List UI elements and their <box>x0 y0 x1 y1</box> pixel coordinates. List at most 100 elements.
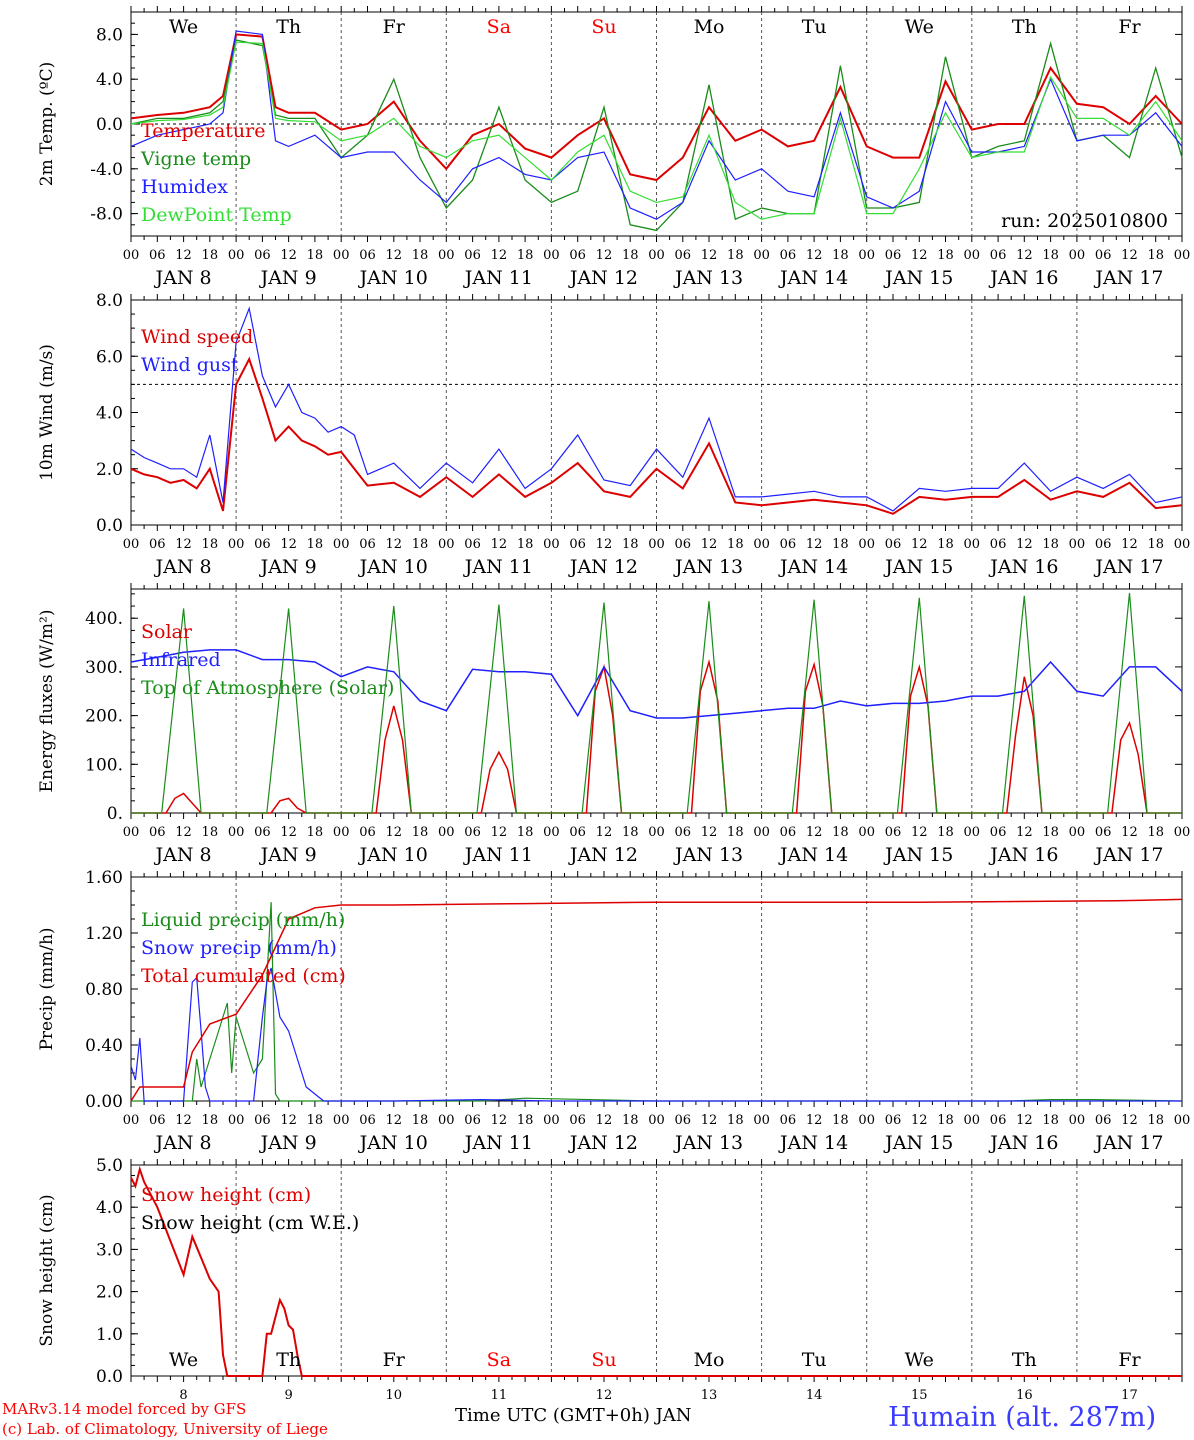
panel-0-hour-label: 18 <box>1147 248 1164 263</box>
panel-3-day-label: JAN 10 <box>358 1132 428 1154</box>
panel-1-hour-label: 06 <box>885 537 902 552</box>
panel-0-hour-label: 06 <box>149 248 166 263</box>
panel-1-day-label: JAN 8 <box>154 556 212 578</box>
panel-3-day-label: JAN 8 <box>154 1132 212 1154</box>
panel-2-day-label: JAN 11 <box>463 844 533 866</box>
panel-3-ytick-label: 0.00 <box>85 1092 123 1112</box>
panel-1-day-label: JAN 14 <box>778 556 848 578</box>
panel-0-hour-label: 18 <box>517 248 534 263</box>
panel-4-ytick-label: 5.0 <box>96 1156 123 1176</box>
panel-1-hour-label: 12 <box>1121 537 1138 552</box>
panel-1-hour-label: 12 <box>1016 537 1033 552</box>
panel-2-day-label: JAN 12 <box>568 844 638 866</box>
panel-4-ytick-label: 1.0 <box>96 1325 123 1345</box>
panel-0-series-0 <box>130 33 1183 182</box>
panel-0-day-label: JAN 14 <box>778 267 848 289</box>
panel-0-legend-3: DewPoint Temp <box>141 204 292 226</box>
day-number-label: 15 <box>911 1388 928 1403</box>
panel-3-hour-label: 18 <box>1042 1113 1059 1128</box>
weekday-label-bottom: We <box>169 1349 198 1371</box>
panel-2-day-label: JAN 13 <box>673 844 743 866</box>
panel-2-series-1 <box>130 649 1183 719</box>
panel-1-hour-label: 00 <box>438 537 455 552</box>
panel-3-hour-label: 18 <box>832 1113 849 1128</box>
panel-3-hour-label: 12 <box>1016 1113 1033 1128</box>
panel-3-hour-label: 12 <box>491 1113 508 1128</box>
panel-2-hour-label: 12 <box>491 825 508 840</box>
panel-1-ytick-label: 4.0 <box>96 404 123 424</box>
panel-0-day-label: JAN 10 <box>358 267 428 289</box>
panel-3-hour-label: 00 <box>123 1113 140 1128</box>
panel-2-hour-label: 12 <box>596 825 613 840</box>
panel-1-hour-label: 00 <box>123 537 140 552</box>
panel-2-hour-label: 18 <box>832 825 849 840</box>
panel-4-time-ticks <box>130 1159 1183 1382</box>
panel-0-hour-label: 12 <box>701 248 718 263</box>
panel-0-hour-label: 18 <box>412 248 429 263</box>
panel-1-hour-label: 12 <box>701 537 718 552</box>
panel-2-hour-label: 18 <box>202 825 219 840</box>
panel-4-ylabel: Snow height (cm) <box>37 1194 57 1346</box>
panel-0-hour-label: 12 <box>1121 248 1138 263</box>
panel-2-day-label: JAN 9 <box>259 844 317 866</box>
panel-3-hour-label: 12 <box>175 1113 192 1128</box>
day-number-label: 8 <box>179 1388 187 1403</box>
panel-0-hour-label: 12 <box>596 248 613 263</box>
panel-0-legend-0: Temperature <box>141 120 265 142</box>
run-label: run: 2025010800 <box>1001 210 1168 232</box>
panel-1-hour-label: 18 <box>622 537 639 552</box>
panel-3-hour-label: 12 <box>911 1113 928 1128</box>
panel-0-hour-label: 12 <box>175 248 192 263</box>
panel-1-hour-label: 06 <box>675 537 692 552</box>
panel-2-hour-label: 12 <box>175 825 192 840</box>
panel-0-series-3 <box>130 41 1183 220</box>
panel-3-hour-label: 06 <box>254 1113 271 1128</box>
panel-1-hour-label: 18 <box>517 537 534 552</box>
weekday-label-bottom: Fr <box>1118 1349 1141 1371</box>
panel-3-series-2 <box>130 898 1183 1102</box>
panel-2-hour-label: 18 <box>517 825 534 840</box>
panel-3-day-label: JAN 16 <box>988 1132 1058 1154</box>
panel-0-hour-label: 00 <box>1069 248 1086 263</box>
panel-1-legend-0: Wind speed <box>141 326 253 348</box>
panel-3-legend-0: Liquid precip (mm/h) <box>141 909 345 931</box>
panel-0-hour-label: 00 <box>123 248 140 263</box>
weekday-label-top: We <box>169 16 198 38</box>
day-number-label: 13 <box>701 1388 718 1403</box>
panel-3-day-label: JAN 17 <box>1093 1132 1163 1154</box>
weekday-label-top: Mo <box>694 16 725 38</box>
panel-0-hour-label: 00 <box>753 248 770 263</box>
panel-0-hour-label: 12 <box>806 248 823 263</box>
panel-1-hour-label: 06 <box>1095 537 1112 552</box>
panel-1-hour-label-end: 00 <box>1174 537 1191 552</box>
panel-3-hour-label: 12 <box>1121 1113 1138 1128</box>
panel-0-hour-label: 18 <box>202 248 219 263</box>
panel-3-hour-label: 06 <box>1095 1113 1112 1128</box>
panel-3-hour-label: 18 <box>727 1113 744 1128</box>
panel-1-day-label: JAN 11 <box>463 556 533 578</box>
panel-3-hour-label: 00 <box>964 1113 981 1128</box>
panel-2-hour-label: 06 <box>464 825 481 840</box>
panel-3-hour-label: 12 <box>806 1113 823 1128</box>
panel-0-hour-label: 06 <box>254 248 271 263</box>
panel-0-day-label: JAN 13 <box>673 267 743 289</box>
panel-3-ytick-label: 0.80 <box>85 980 123 1000</box>
panel-3-hour-label: 18 <box>202 1113 219 1128</box>
panel-2-day-label: JAN 16 <box>988 844 1058 866</box>
panel-0-ylabel: 2m Temp. (ºC) <box>37 62 57 187</box>
panel-1-hour-label: 12 <box>491 537 508 552</box>
panel-3-day-label: JAN 11 <box>463 1132 533 1154</box>
panel-0-hour-label: 12 <box>385 248 402 263</box>
panel-0-hour-label: 00 <box>964 248 981 263</box>
panel-2-hour-label: 00 <box>964 825 981 840</box>
panel-1-hour-label: 00 <box>964 537 981 552</box>
panel-3-hour-label: 18 <box>937 1113 954 1128</box>
panel-2-hour-label: 06 <box>675 825 692 840</box>
panel-4-ytick-label: 2.0 <box>96 1283 123 1303</box>
panel-1-day-label: JAN 12 <box>568 556 638 578</box>
panel-0-hour-label: 06 <box>464 248 481 263</box>
panel-0-hour-label: 06 <box>990 248 1007 263</box>
panel-2-hour-label: 18 <box>937 825 954 840</box>
panel-1-hour-label: 18 <box>1042 537 1059 552</box>
panel-2-hour-label: 06 <box>254 825 271 840</box>
